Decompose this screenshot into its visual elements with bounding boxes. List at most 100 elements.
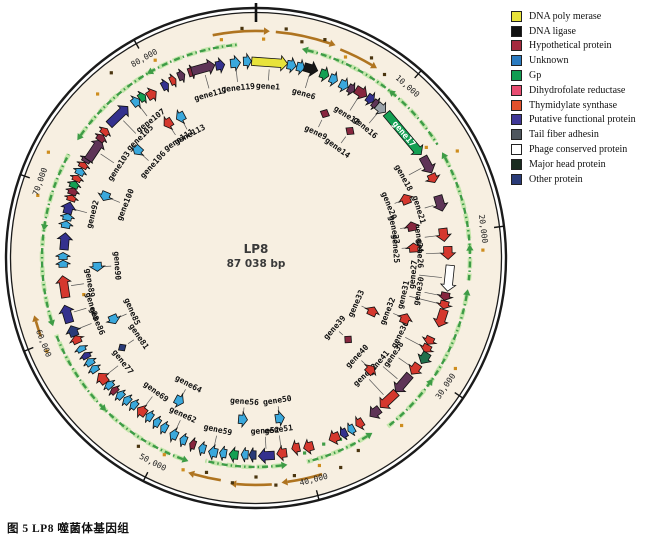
position-tick	[315, 490, 320, 501]
gene-arrow	[369, 405, 383, 419]
gene-arrow	[345, 82, 356, 96]
legend-item: DNA ligase	[511, 24, 656, 39]
strand-arrowhead	[328, 39, 336, 47]
gene-arrow-gene89	[55, 275, 72, 299]
genome-name: LP8	[244, 242, 269, 256]
legend-item: Gp	[511, 68, 656, 83]
gene-leader-line	[182, 389, 186, 395]
speck-dot	[274, 483, 278, 487]
strand-arrowhead	[365, 432, 373, 440]
gene-arrow-gene62	[169, 427, 180, 444]
gene-arrow-gene33	[364, 306, 381, 318]
gene-leader-line	[398, 357, 410, 366]
gene-arrow-gene107	[129, 95, 141, 110]
gene-arrow	[337, 76, 349, 93]
gene-arrow-gene117	[190, 58, 216, 76]
legend-item: Phage conserved protein	[511, 142, 656, 157]
gene-arrow-gene85	[105, 313, 122, 325]
gene-arrow-gene92	[60, 201, 77, 216]
gene-arrow-gene81	[117, 343, 127, 352]
gene-arrow-gene77	[96, 372, 110, 386]
speck-dot	[230, 481, 234, 485]
gene-arrow-gene23	[403, 221, 421, 233]
gene-arrow	[228, 446, 239, 464]
gene-leader-line	[235, 69, 238, 83]
gene-arrow	[347, 422, 357, 437]
gene-leader-line	[204, 74, 210, 89]
legend-label: Phage conserved protein	[529, 144, 628, 156]
strand-arrowhead	[389, 90, 396, 97]
gene-label: gene90	[112, 251, 123, 281]
gene-leader-line	[100, 153, 115, 164]
position-tick	[414, 70, 422, 79]
legend-swatch	[511, 99, 522, 111]
gene-label: gene27	[407, 259, 419, 289]
legend-item: Other protein	[511, 172, 656, 187]
speck-dot	[153, 58, 157, 62]
gene-arrow	[364, 91, 376, 106]
legend-swatch	[511, 114, 522, 126]
speck-dot	[240, 26, 244, 30]
gene-arrow	[417, 350, 433, 364]
gene-arrow	[73, 167, 87, 177]
gene-leader-line	[338, 331, 344, 336]
gene-arrow-gene18	[418, 154, 436, 174]
legend-item: Major head protein	[511, 157, 656, 172]
speck-dot	[204, 470, 209, 474]
gene-leader-line	[140, 107, 148, 117]
gene-arrow	[295, 58, 306, 76]
speck-dot	[369, 56, 374, 60]
speck-dot	[400, 423, 404, 428]
gene-leader-line	[419, 274, 443, 278]
speck-dot	[46, 150, 50, 154]
speck-dot	[292, 474, 296, 478]
gene-arrow-gene113	[176, 108, 187, 125]
strand-arrowhead	[77, 133, 84, 141]
gene-arrow	[432, 307, 449, 328]
speck-dot	[219, 38, 223, 42]
gene-label: gene89	[83, 268, 96, 298]
gene-arrow	[240, 447, 249, 463]
gene-arrow	[318, 65, 330, 83]
gene-arrow-gene40	[363, 364, 377, 377]
gene-arrow-gene88	[58, 304, 75, 325]
gene-arrow-gene21	[432, 194, 449, 212]
legend-swatch	[511, 144, 522, 156]
speck-dot	[453, 366, 457, 371]
gene-arrow	[421, 334, 438, 345]
gene-leader-line	[405, 337, 421, 346]
strand-arrowhead	[147, 67, 155, 75]
gene-arrow-gene26	[439, 245, 457, 261]
gene-arrow	[83, 357, 97, 368]
gene-leader-line	[265, 436, 267, 449]
strand-arrowhead	[281, 461, 288, 470]
gene-arrow	[189, 437, 198, 452]
gene-arrow-gene39	[344, 335, 352, 344]
gene-arrow	[168, 73, 177, 88]
speck-dot	[317, 463, 321, 468]
gene-arrow	[55, 259, 71, 268]
gene-leader-line	[79, 323, 92, 329]
gene-arrow-gene56	[237, 410, 248, 429]
position-tick	[454, 391, 464, 399]
gene-leader-line	[368, 113, 378, 124]
speck-dot	[96, 92, 100, 96]
strand-arrowhead	[99, 404, 107, 411]
strand-arrowhead	[301, 46, 309, 54]
gene-label: gene25	[390, 234, 401, 264]
gene-leader-line	[277, 406, 280, 412]
gene-label: gene26	[415, 239, 425, 268]
gene-leader-line	[145, 396, 153, 406]
gene-leader-line	[214, 435, 217, 446]
gene-arrow	[98, 126, 111, 138]
gene-leader-line	[111, 198, 121, 203]
gene-arrow-gene30	[436, 291, 454, 301]
gene-arrow	[355, 415, 366, 431]
gene-arrow	[160, 420, 170, 435]
legend-label: DNA poly merase	[529, 10, 602, 22]
gene-arrow-gene14	[345, 126, 355, 136]
strand-arrowhead	[41, 223, 49, 231]
speck-dot	[339, 465, 343, 470]
legend-label: Unknown	[529, 55, 569, 67]
gene-arrow-gene24	[435, 227, 452, 242]
